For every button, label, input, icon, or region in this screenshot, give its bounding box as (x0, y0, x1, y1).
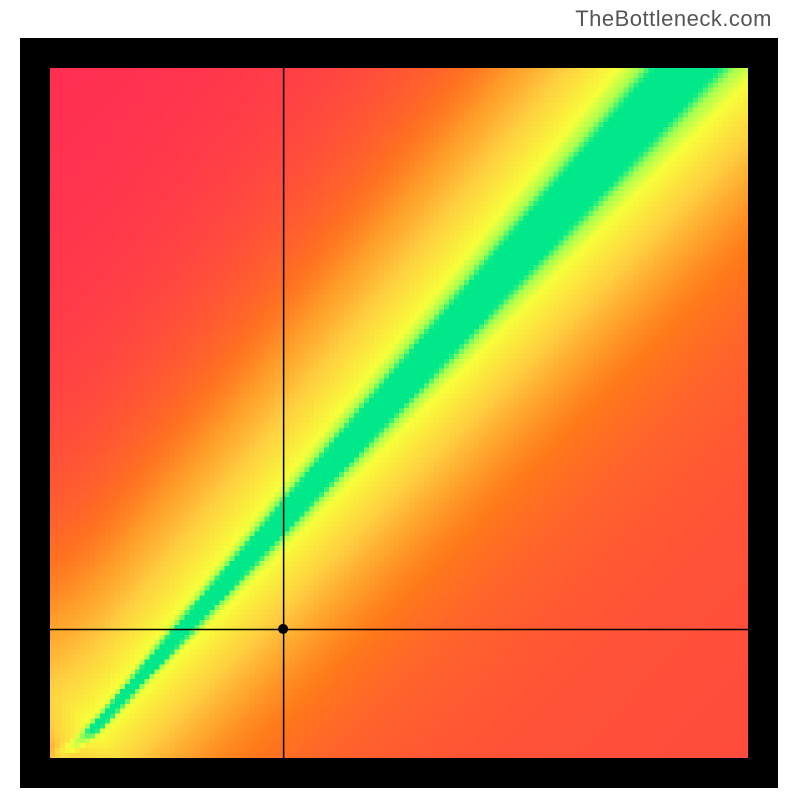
crosshair-overlay (50, 68, 748, 758)
plot-outer-frame (20, 38, 778, 788)
watermark-text: TheBottleneck.com (575, 6, 772, 32)
heatmap-area (50, 68, 748, 758)
